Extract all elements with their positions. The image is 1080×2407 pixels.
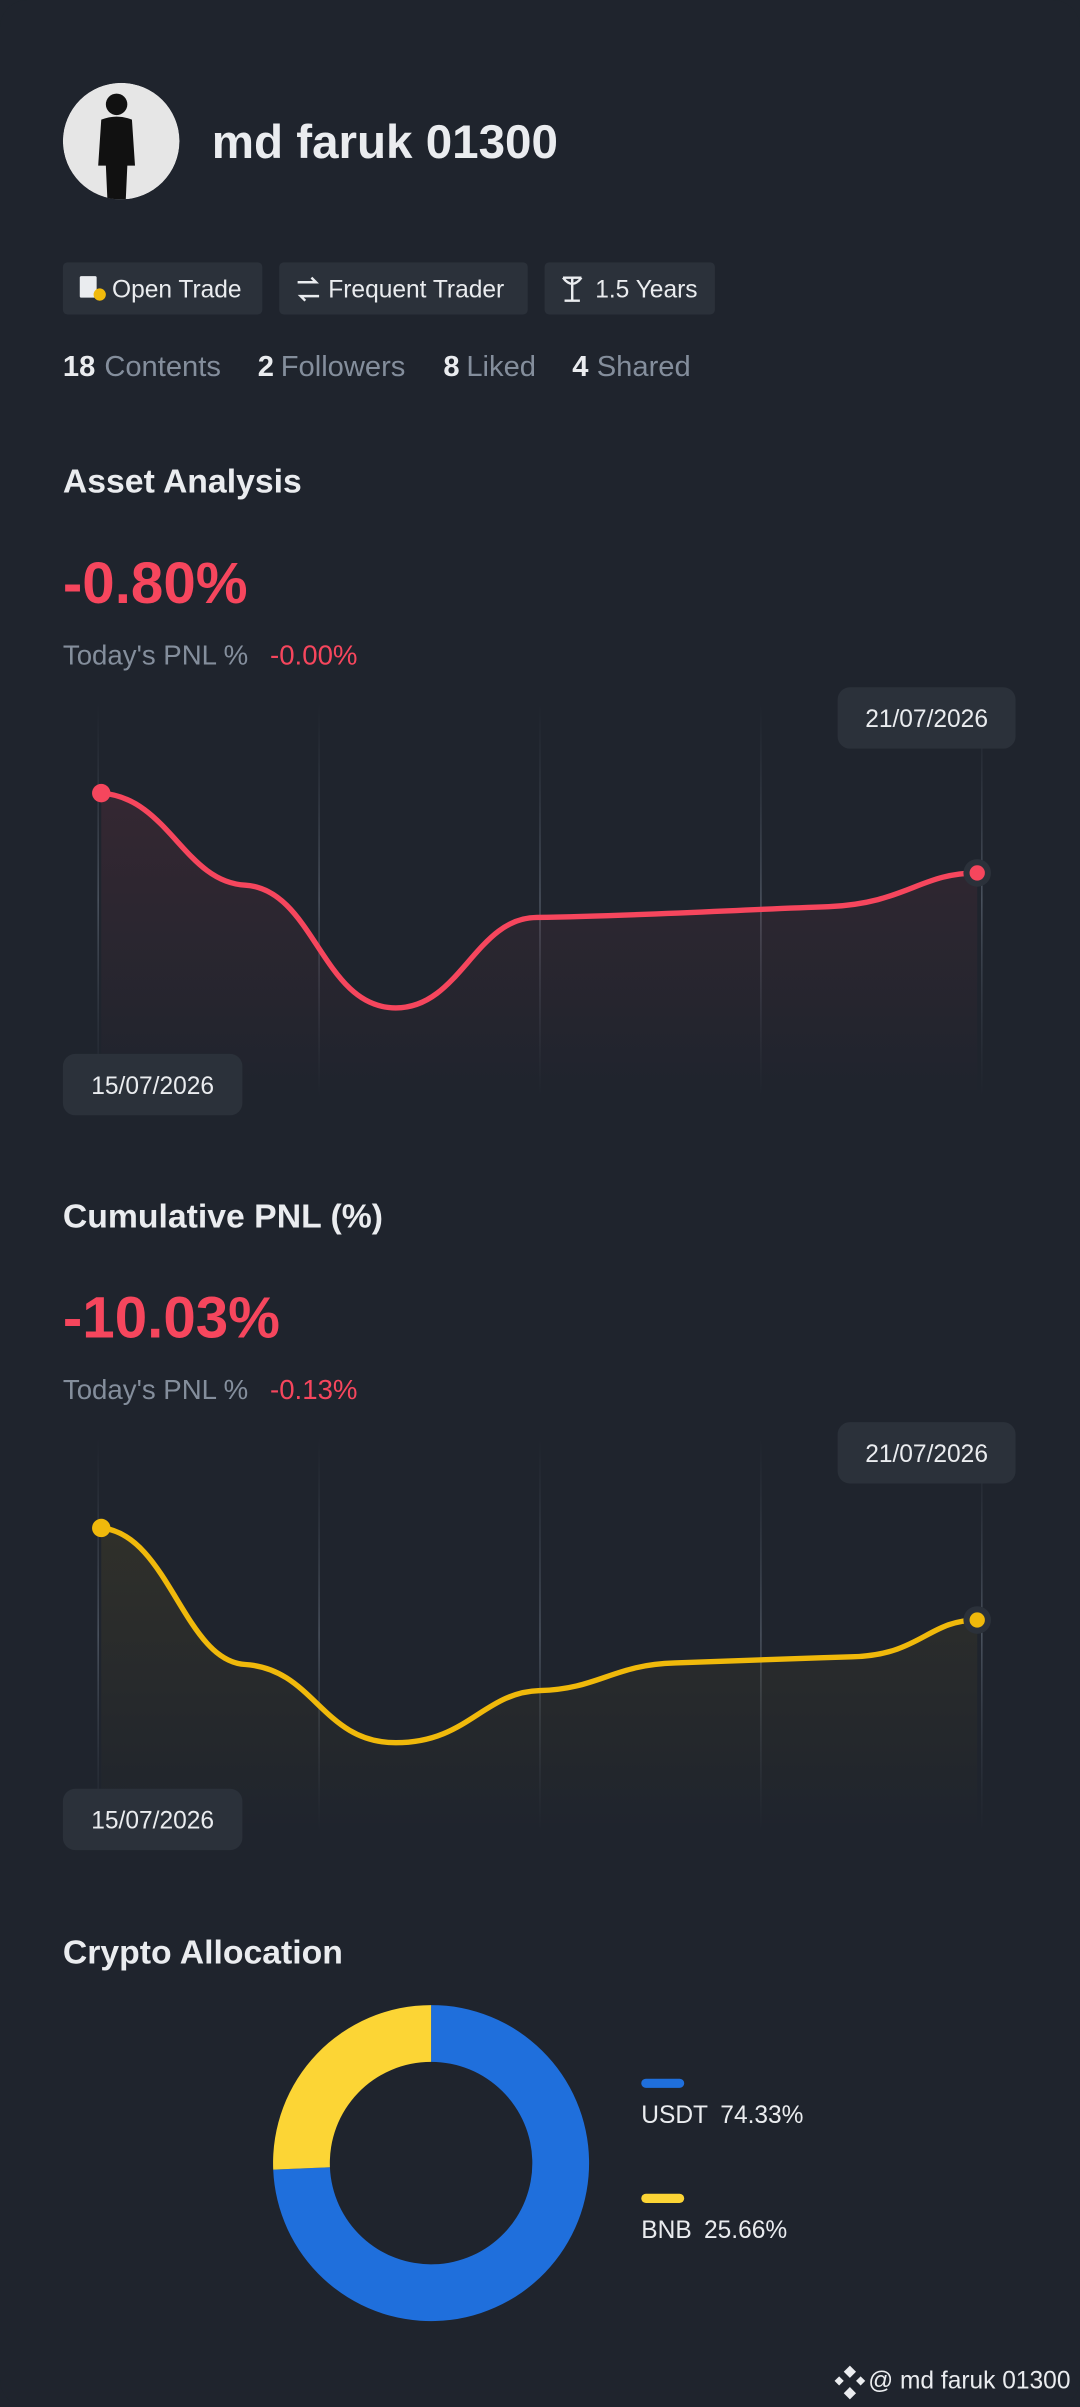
badge-label: Frequent Trader [328,277,504,304]
grid [97,702,983,1097]
legend-value: 25.66% [704,2217,787,2244]
today-value: -0.13% [270,1374,357,1405]
stat-value: 18 [63,351,95,383]
date-pill [62,1788,243,1851]
stat-label[interactable]: Contents [104,351,221,383]
section-title: Crypto Allocation [63,1934,343,1972]
start-date: 15/07/2026 [91,1073,214,1100]
end-date: 21/07/2026 [865,706,988,733]
line-area [101,1527,978,1832]
start-point [92,783,111,803]
date-pill [837,1422,1016,1484]
legend-swatch [641,2078,685,2088]
badge: Frequent Trader [279,262,528,315]
pnl-line [101,790,978,1011]
stat-label[interactable]: Followers [281,351,406,383]
footer: @ md faruk 01300 [834,2365,1070,2400]
logo [834,2365,866,2400]
pnl-value: -10.03% [63,1286,280,1351]
cumulative-pnl: Cumulative PNL (%) -10.03% Today's PNL %… [62,1197,1016,1851]
donut-chart: USDT 74.33% BNB 25.66% [273,2005,804,2322]
watermark: @ md faruk 01300 [868,2368,1070,2395]
start-date: 15/07/2026 [91,1808,214,1835]
stat-value: 2 [258,351,274,383]
legend-swatch [641,2193,685,2203]
end-date: 21/07/2026 [865,1441,988,1468]
legend-entry: BNB 25.66% [641,2217,787,2244]
stat-label[interactable]: Liked [466,351,536,383]
date-pill [837,687,1016,749]
legend-entry: USDT 74.33% [641,2102,803,2129]
user-name: md faruk 01300 [212,116,558,169]
grid [97,1437,983,1832]
badge-label: 1.5 Years [595,277,697,304]
section-title: Asset Analysis [63,462,302,500]
badge: Open Trade [62,262,263,315]
start-point [92,1518,111,1538]
pnl-value: -0.80% [63,551,248,616]
line-area [101,793,978,1097]
legend-name: USDT [641,2102,708,2129]
end-point [969,865,985,881]
pnl-line [100,1525,978,1746]
legend-value: 74.33% [720,2102,803,2129]
end-point [969,1612,985,1628]
today-label: Today's PNL % [63,1374,248,1405]
date-pill [62,1053,243,1116]
donut-segment [273,2005,590,2322]
legend-name: BNB [641,2217,691,2244]
badge-label: Open Trade [112,277,242,304]
section-title: Cumulative PNL (%) [63,1197,383,1235]
donut-segment [273,2005,432,2170]
stat-label[interactable]: Shared [597,351,691,383]
asset-analysis: Asset Analysis -0.80% Today's PNL % -0.0… [62,462,1016,1116]
today-value: -0.00% [270,639,357,670]
badge: 1.5 Years [544,262,715,315]
stat-value: 4 [572,351,589,383]
avatar[interactable] [62,82,180,200]
stat-value: 8 [443,351,459,383]
today-label: Today's PNL % [63,639,248,670]
stats: 18 Contents 2 Followers 8 Liked 4 Shared [63,351,691,383]
